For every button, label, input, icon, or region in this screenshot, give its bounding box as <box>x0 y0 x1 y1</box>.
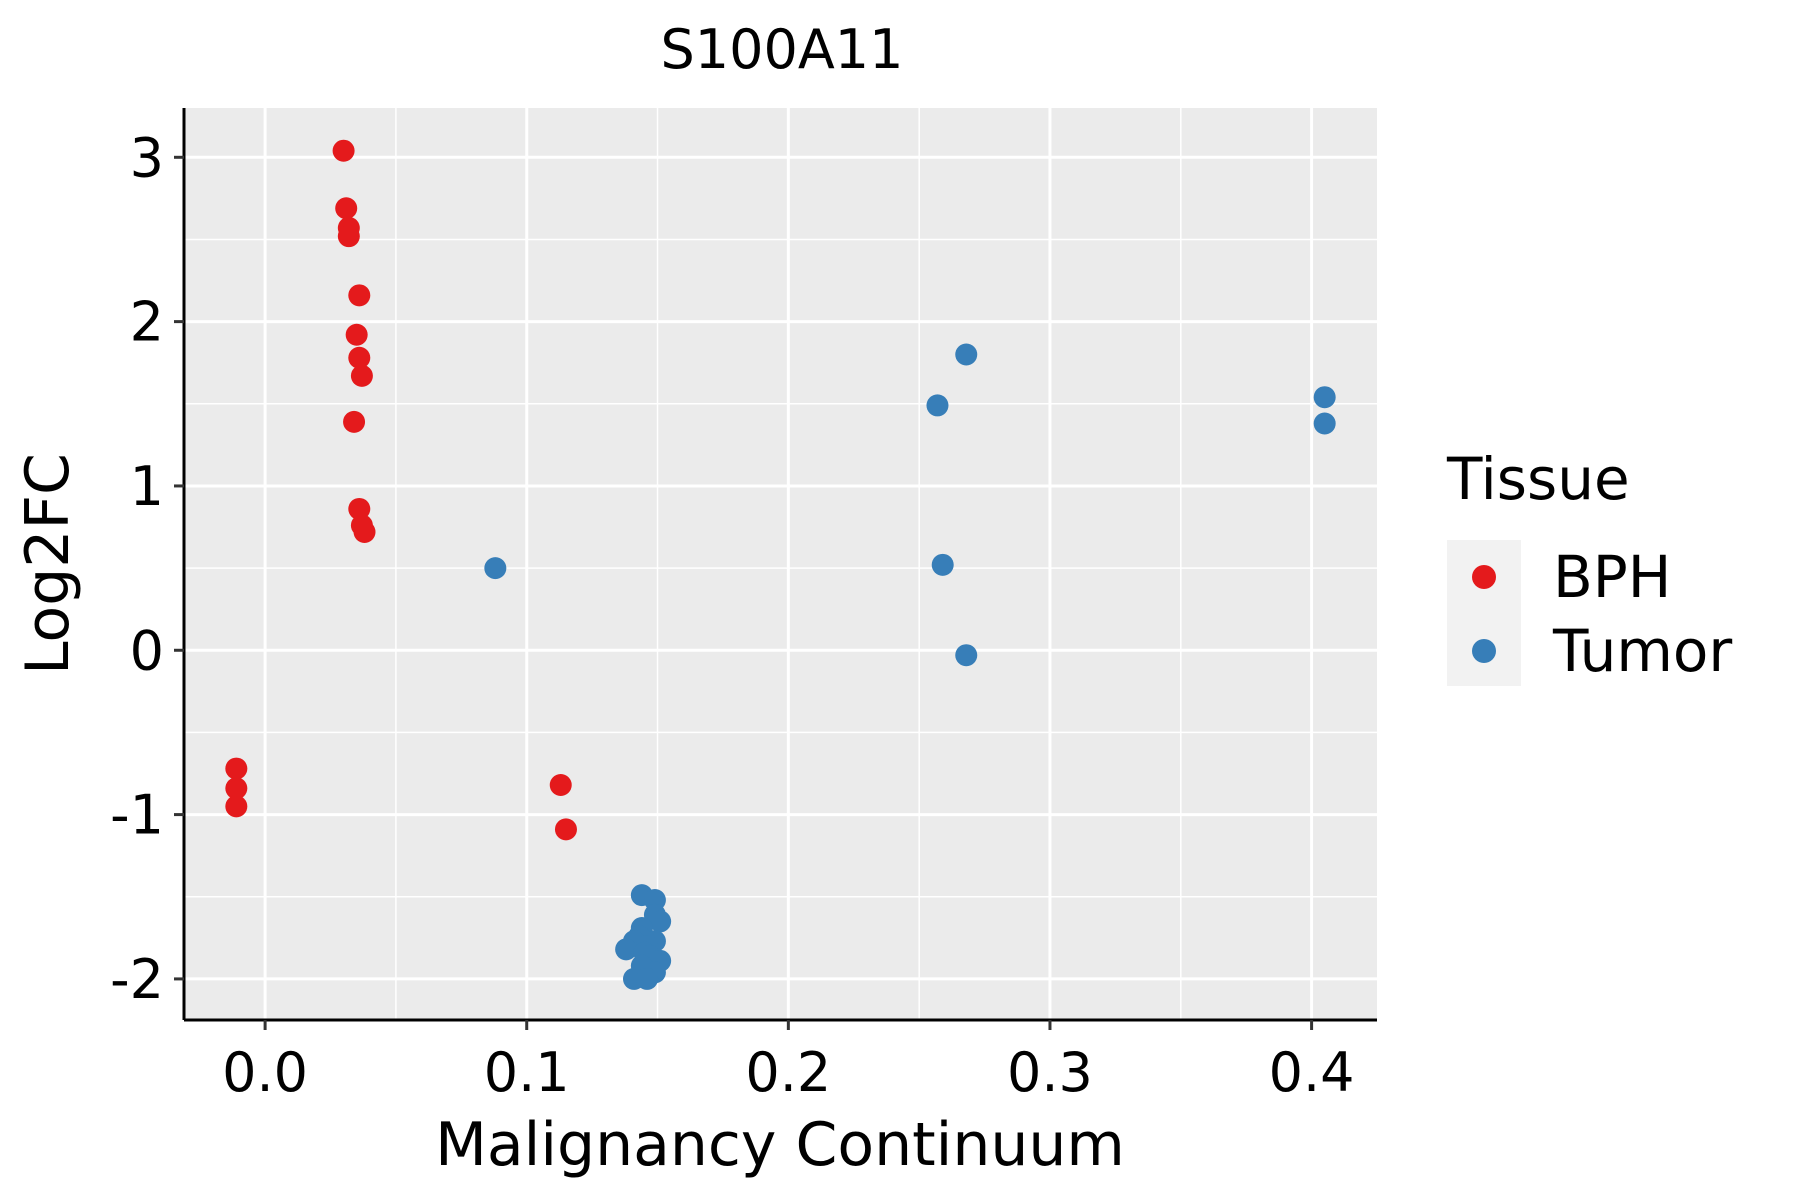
legend-label-tumor: Tumor <box>1552 617 1732 685</box>
y-axis-title: Log2FC <box>13 453 83 675</box>
data-point-tumor <box>926 394 949 417</box>
data-point-tumor <box>1313 386 1336 409</box>
y-tick-label: 2 <box>130 291 164 354</box>
y-axis-ticks: -2 -1 0 1 2 3 <box>110 126 184 1011</box>
x-tick-label: 0.3 <box>1007 1041 1093 1104</box>
data-point-bph <box>345 323 368 346</box>
data-point-bph <box>335 197 358 220</box>
x-axis-ticks: 0.0 0.1 0.2 0.3 0.4 <box>222 1020 1355 1104</box>
data-point-tumor <box>484 557 507 580</box>
legend: Tissue BPH Tumor <box>1446 445 1732 686</box>
data-point-tumor <box>649 910 672 933</box>
x-tick-label: 0.1 <box>484 1041 570 1104</box>
x-tick-label: 0.4 <box>1269 1041 1355 1104</box>
data-point-tumor <box>955 644 978 667</box>
legend-key-tumor <box>1472 639 1496 663</box>
data-point-bph <box>225 757 248 780</box>
data-point-tumor <box>955 343 978 366</box>
grid-minor-lines <box>184 108 1377 1020</box>
data-point-tumor <box>931 553 954 576</box>
x-tick-label: 0.0 <box>222 1041 308 1104</box>
y-tick-label: -1 <box>110 784 164 847</box>
data-point-bph <box>554 818 577 841</box>
data-point-bph <box>350 364 373 387</box>
data-point-tumor <box>615 938 638 961</box>
data-point-bph <box>225 777 248 800</box>
data-point-bph <box>348 284 371 307</box>
legend-label-bph: BPH <box>1553 543 1671 611</box>
data-point-tumor <box>636 967 659 990</box>
legend-title: Tissue <box>1446 445 1630 513</box>
data-point-bph <box>348 346 371 369</box>
y-tick-label: 0 <box>130 619 164 682</box>
data-point-bph <box>225 795 248 818</box>
grid-major-lines <box>184 108 1377 1020</box>
data-point-bph <box>343 410 366 433</box>
chart-title: S100A11 <box>661 18 904 81</box>
legend-key-bph <box>1472 565 1496 589</box>
x-axis-title: Malignancy Continuum <box>435 1110 1125 1180</box>
data-point-bph <box>353 520 376 543</box>
data-points <box>225 139 1336 990</box>
y-tick-label: 3 <box>130 126 164 189</box>
data-point-bph <box>332 139 355 162</box>
plot-panel <box>184 108 1377 1020</box>
data-point-bph <box>337 225 360 248</box>
legend-key-background <box>1447 540 1521 686</box>
data-point-tumor <box>1313 412 1336 435</box>
data-point-bph <box>348 497 371 520</box>
y-tick-label: 1 <box>130 455 164 518</box>
data-point-bph <box>549 774 572 797</box>
x-tick-label: 0.2 <box>745 1041 831 1104</box>
y-tick-label: -2 <box>110 948 164 1011</box>
